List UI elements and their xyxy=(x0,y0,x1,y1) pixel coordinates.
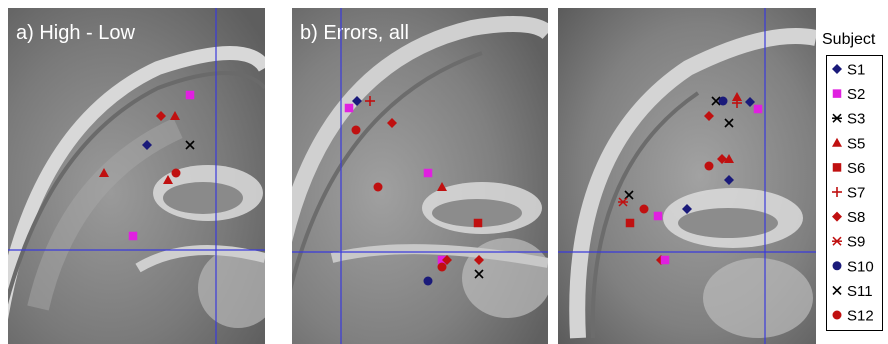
subject-markers xyxy=(99,90,763,286)
legend-label-s11: S11 xyxy=(847,283,873,300)
panel-c-marker-s2 xyxy=(660,255,670,265)
panel-c-marker-s11 xyxy=(711,96,721,106)
panel-b-marker-s1 xyxy=(352,96,362,106)
panel-c-marker-s12 xyxy=(704,161,714,171)
legend-symbol-s8 xyxy=(832,211,842,222)
legend-title: Subject xyxy=(822,31,876,48)
panel-c-marker-s9 xyxy=(618,197,628,207)
legend-label-s7: S7 xyxy=(847,185,865,202)
panel-c-marker-s5 xyxy=(732,92,742,101)
legend-label-s8: S8 xyxy=(847,209,865,226)
legend-label-s2: S2 xyxy=(847,86,865,103)
panel-a-marker-s8 xyxy=(156,111,166,121)
panel-c-marker-s8 xyxy=(717,154,727,164)
legend-symbol-s5 xyxy=(832,137,842,147)
crosshairs xyxy=(8,8,816,344)
panel-c-marker-s2 xyxy=(753,104,763,114)
panel-b-marker-s2 xyxy=(423,168,433,178)
legend-symbol-s10 xyxy=(832,261,842,271)
panel-b-marker-s12 xyxy=(437,262,447,272)
panel-a-brain-image xyxy=(8,8,265,344)
panel-b-marker-s6 xyxy=(473,218,483,228)
legend-label-s10: S10 xyxy=(847,258,874,275)
panel-a-marker-s5 xyxy=(99,168,109,177)
legend-label-s1: S1 xyxy=(847,62,865,79)
panel-b-brain-image xyxy=(292,8,548,344)
legend-symbol-s1 xyxy=(832,64,842,74)
panel-b-marker-s10 xyxy=(423,276,433,286)
panel-b-marker-s8 xyxy=(474,255,484,265)
panel-c-marker-s2 xyxy=(653,211,663,221)
panel-c-brain-image xyxy=(558,8,816,344)
legend-symbol-s9 xyxy=(832,236,842,246)
legend-symbol-s7 xyxy=(832,187,842,197)
legend: S1 S2 S3 S5 S6 S7 S8 S9 S10 S11 S12 xyxy=(826,55,883,331)
panel-a-marker-s1 xyxy=(142,140,152,150)
panel-c-marker-s1 xyxy=(745,97,755,107)
panel-c-marker-s11 xyxy=(724,118,734,128)
panel-a-marker-s12 xyxy=(171,168,181,178)
panel-a-marker-s11 xyxy=(185,140,195,150)
legend-symbol-s12 xyxy=(832,310,842,320)
panel-a: a) High - Low xyxy=(8,8,265,344)
panel-a-marker-s2 xyxy=(128,231,138,241)
panel-b-marker-s8 xyxy=(442,255,452,265)
panel-a-marker-s5 xyxy=(163,175,173,184)
panel-c-marker-s8 xyxy=(704,111,714,121)
legend-label-s9: S9 xyxy=(847,234,865,251)
panel-c-marker-s7 xyxy=(732,98,742,108)
panel-b-marker-s11 xyxy=(474,269,484,279)
panel-b-marker-s2 xyxy=(344,103,354,113)
panel-c-marker-s1 xyxy=(724,175,734,185)
panel-c-marker-s12 xyxy=(639,204,649,214)
legend-label-s3: S3 xyxy=(847,111,865,128)
panel-c xyxy=(558,8,816,344)
legend-symbol-s11 xyxy=(832,285,842,295)
legend-entries: S1 S2 S3 S5 S6 S7 S8 S9 S10 S11 S12 xyxy=(832,62,874,325)
legend-symbol-s2 xyxy=(832,89,842,98)
panel-b-marker-s5 xyxy=(437,182,447,191)
panel-c-marker-s5 xyxy=(724,154,734,163)
panel-b-marker-s12 xyxy=(351,125,361,135)
panel-c-marker-s1 xyxy=(682,204,692,214)
legend-symbol-s3 xyxy=(832,113,842,123)
panel-b-label: b) Errors, all xyxy=(300,22,409,44)
panel-c-marker-s6 xyxy=(625,218,635,228)
legend-label-s12: S12 xyxy=(847,308,874,325)
panel-b: b) Errors, all xyxy=(292,8,548,344)
panel-b-marker-s7 xyxy=(365,96,375,106)
legend-symbol-s6 xyxy=(832,163,842,172)
legend-label-s6: S6 xyxy=(847,160,865,177)
legend-label-s5: S5 xyxy=(847,135,865,152)
panel-c-marker-s10 xyxy=(718,96,728,106)
panel-a-marker-s2 xyxy=(185,90,195,100)
panel-a-marker-s5 xyxy=(170,111,180,120)
panel-b-marker-s8 xyxy=(387,118,397,128)
panel-a-label: a) High - Low xyxy=(16,22,135,44)
panel-b-marker-s12 xyxy=(373,182,383,192)
